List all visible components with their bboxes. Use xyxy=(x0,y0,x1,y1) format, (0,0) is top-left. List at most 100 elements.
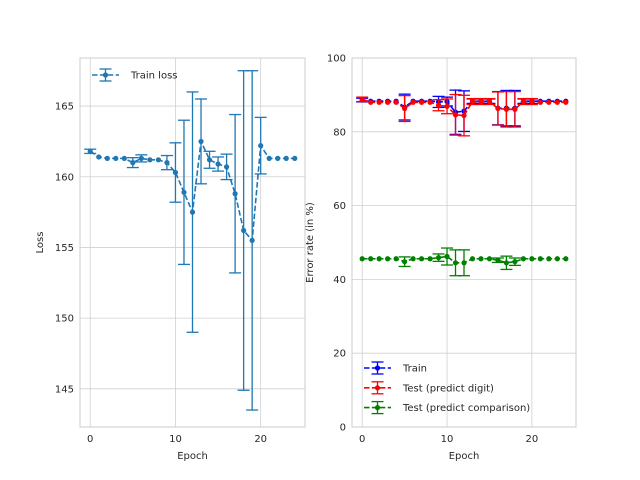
y-tick-label: 60 xyxy=(333,201,346,212)
data-point xyxy=(469,256,476,262)
legend-label: Test (predict digit) xyxy=(402,383,494,394)
data-point xyxy=(275,155,281,161)
y-tick-label: 20 xyxy=(333,349,346,360)
data-point xyxy=(292,155,298,161)
data-point xyxy=(121,155,127,161)
data-point xyxy=(359,256,365,262)
plot-frame xyxy=(79,57,306,428)
legend-label: Test (predict comparison) xyxy=(402,403,530,414)
data-point xyxy=(104,155,110,161)
data-point xyxy=(546,99,552,105)
data-point xyxy=(138,155,144,161)
x-tick-label: 0 xyxy=(87,434,93,445)
data-point xyxy=(368,256,374,262)
data-point xyxy=(512,106,518,112)
legend-label: Train loss xyxy=(130,71,178,82)
legend-entry: Train xyxy=(364,361,427,375)
legend-marker xyxy=(374,405,381,411)
data-point xyxy=(529,98,535,105)
data-point xyxy=(435,255,442,261)
data-point xyxy=(520,98,526,105)
data-point xyxy=(147,157,153,163)
data-point xyxy=(376,256,382,262)
data-point xyxy=(537,256,543,262)
data-point xyxy=(385,256,391,262)
data-point xyxy=(359,96,365,102)
data-point xyxy=(469,98,476,105)
y-tick-label: 145 xyxy=(55,384,74,395)
data-point xyxy=(96,154,102,160)
series-1 xyxy=(356,90,569,137)
data-point xyxy=(258,143,264,149)
data-point xyxy=(181,189,187,195)
data-point xyxy=(435,102,442,108)
data-point xyxy=(452,260,459,266)
data-point xyxy=(427,99,433,105)
data-point xyxy=(554,256,560,262)
y-tick-label: 80 xyxy=(333,127,346,138)
data-point xyxy=(486,256,493,262)
data-point xyxy=(520,256,526,262)
data-point xyxy=(563,99,569,105)
legend-entry: Test (predict digit) xyxy=(364,381,494,395)
data-point xyxy=(376,99,382,105)
x-tick-label: 20 xyxy=(254,434,267,445)
data-point xyxy=(495,257,501,263)
y-axis-label: Loss xyxy=(35,232,46,254)
x-tick-label: 20 xyxy=(526,434,539,445)
data-point xyxy=(461,260,467,266)
legend-marker xyxy=(374,365,381,371)
data-point xyxy=(537,99,543,105)
y-axis-label: Error rate (in %) xyxy=(305,202,316,283)
data-point xyxy=(444,253,450,260)
data-point xyxy=(402,105,408,112)
y-tick-label: 160 xyxy=(55,172,74,183)
data-point xyxy=(164,160,170,166)
data-point xyxy=(503,106,510,112)
x-tick-label: 10 xyxy=(441,434,454,445)
plot-frame xyxy=(351,57,577,428)
data-point xyxy=(385,99,391,105)
data-point xyxy=(410,256,416,262)
data-point xyxy=(368,99,374,105)
legend-label: Train xyxy=(402,364,427,375)
data-point xyxy=(249,237,255,243)
data-point xyxy=(215,161,221,167)
data-point xyxy=(130,160,136,166)
x-tick-label: 10 xyxy=(169,434,182,445)
data-point xyxy=(461,112,467,119)
x-tick-label: 0 xyxy=(359,434,365,445)
series-0 xyxy=(356,89,569,136)
data-point xyxy=(223,164,230,170)
data-point xyxy=(427,256,433,262)
data-point xyxy=(206,157,213,163)
data-point xyxy=(503,260,510,266)
data-point xyxy=(393,256,399,262)
legend-marker xyxy=(102,72,109,78)
x-axis-label: Epoch xyxy=(449,451,480,462)
data-point xyxy=(546,256,552,262)
series-2 xyxy=(359,247,569,277)
y-tick-label: 40 xyxy=(333,275,346,286)
data-point xyxy=(87,148,93,154)
data-point xyxy=(495,105,501,112)
y-tick-label: 165 xyxy=(55,102,74,113)
data-point xyxy=(554,99,560,105)
data-point xyxy=(113,155,119,161)
error-rate-chart: 0 10 20 0 20 40 60 80 100 Epoch Error rate (in %) T… xyxy=(305,54,577,462)
data-point xyxy=(486,98,493,105)
data-point xyxy=(478,98,484,105)
data-point xyxy=(283,155,289,161)
data-point xyxy=(418,256,425,262)
data-point xyxy=(410,99,416,105)
data-point xyxy=(198,138,204,145)
data-point xyxy=(418,99,425,105)
data-point xyxy=(172,169,179,176)
data-point xyxy=(189,209,196,215)
data-point xyxy=(155,157,162,163)
y-tick-label: 100 xyxy=(327,54,346,65)
data-point xyxy=(478,256,484,262)
data-point xyxy=(452,112,459,118)
data-point xyxy=(241,227,247,234)
